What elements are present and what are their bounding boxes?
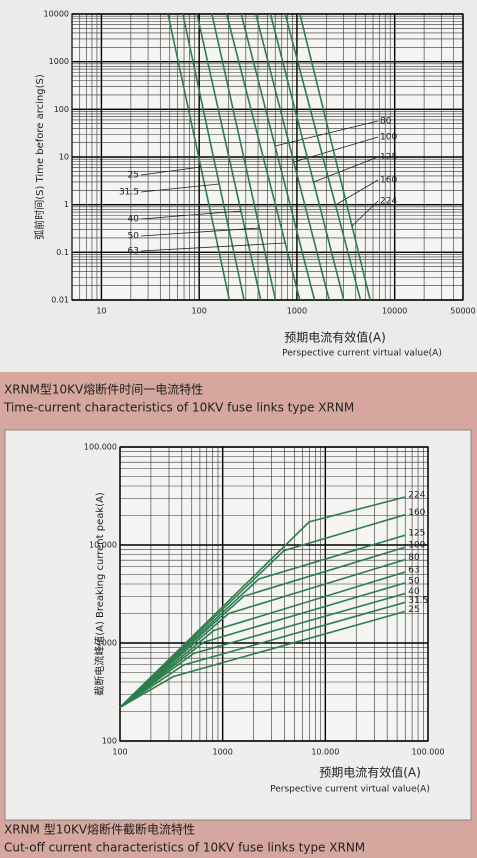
x-axis-label-en: Perspective current virtual value(A) (270, 785, 430, 795)
series-label: 31.5 (119, 188, 139, 198)
y-axis-label: 截断电流峰值(A) Breaking current peak(A) (93, 492, 106, 696)
leader-line (351, 200, 379, 227)
y-tick-label: 10 (59, 153, 69, 162)
leader-line (140, 183, 220, 193)
series-line (119, 513, 406, 708)
x-tick-label: 10.000 (311, 748, 339, 757)
plot-area (120, 447, 428, 741)
series-label: 50 (128, 232, 140, 242)
series-label: 80 (380, 117, 392, 127)
series-label: 63 (408, 566, 419, 576)
series-line (240, 13, 316, 301)
leader-line (140, 227, 260, 237)
series-line (299, 13, 371, 301)
caption: XRNM 型10KV熔断件截断电流特性 (4, 822, 195, 837)
series-label: 224 (380, 197, 397, 207)
series-label: 224 (408, 490, 425, 500)
series-label: 50 (408, 576, 420, 586)
y-axis-label: 弧前时间(S) Time before arcing(S) (33, 74, 46, 240)
series-line (119, 571, 406, 709)
series-label: 80 (408, 553, 420, 563)
series-line (269, 13, 345, 301)
x-tick-label: 100 (192, 307, 207, 316)
y-tick-label: 0.1 (56, 248, 69, 257)
y-tick-label: 100.000 (84, 443, 117, 452)
leader-line (274, 120, 379, 147)
x-tick-label: 50000 (450, 307, 475, 316)
y-tick-label: 0.01 (51, 296, 69, 305)
x-axis-label: 预期电流有效值(A) (284, 330, 386, 345)
series-line (119, 496, 406, 708)
plot-frame (119, 446, 429, 742)
series-label: 125 (408, 529, 425, 539)
series-line (119, 582, 406, 709)
leader-line (140, 166, 201, 176)
x-axis-label-en: Perspective current virtual value(A) (282, 349, 442, 359)
caption-en: Cut-off current characteristics of 10KV … (4, 841, 365, 855)
series-line (196, 13, 262, 301)
leader-line (140, 210, 241, 220)
y-tick-label: 100 (102, 737, 117, 746)
series-label: 100 (380, 133, 397, 143)
y-tick-label: 10000 (44, 10, 69, 19)
caption: XRNM型10KV熔断件时间一电流特性 (4, 382, 203, 397)
leader-line (335, 179, 379, 206)
series-label: 25 (128, 171, 139, 181)
y-tick-label: 1000 (49, 57, 69, 66)
series-label: 31.5 (408, 596, 428, 606)
x-tick-label: 10 (96, 307, 106, 316)
leader-line (313, 156, 379, 183)
series-line (225, 13, 301, 301)
y-tick-label: 10.000 (89, 541, 117, 550)
x-tick-label: 100.000 (411, 748, 444, 757)
series-line (211, 13, 277, 301)
series-label: 63 (128, 247, 139, 257)
x-tick-label: 1000 (212, 748, 232, 757)
series-line (167, 13, 231, 301)
y-tick-label: 1 (64, 200, 69, 209)
series-line (284, 13, 362, 301)
x-tick-label: 10000 (382, 307, 407, 316)
plot-frame (71, 13, 464, 301)
series-line (119, 601, 406, 709)
series-line (255, 13, 330, 301)
series-label: 40 (408, 587, 420, 597)
series-line (119, 610, 406, 709)
y-tick-label: 1000 (97, 639, 117, 648)
series-line (119, 558, 406, 709)
series-label: 125 (380, 153, 397, 163)
caption-en: Time-current characteristics of 10KV fus… (3, 401, 354, 415)
series-label: 160 (380, 176, 397, 186)
series-label: 100 (408, 541, 425, 551)
series-line (119, 546, 406, 708)
series-line (182, 13, 245, 301)
y-tick-label: 100 (54, 105, 69, 114)
series-label: 160 (408, 508, 425, 518)
series-label: 40 (128, 215, 140, 225)
leader-line (140, 242, 286, 252)
x-axis-label: 预期电流有效值(A) (319, 765, 421, 780)
x-tick-label: 1000 (287, 307, 307, 316)
series-line (119, 534, 406, 708)
series-label: 25 (408, 605, 419, 615)
x-tick-label: 100 (112, 748, 127, 757)
series-line (119, 592, 406, 709)
